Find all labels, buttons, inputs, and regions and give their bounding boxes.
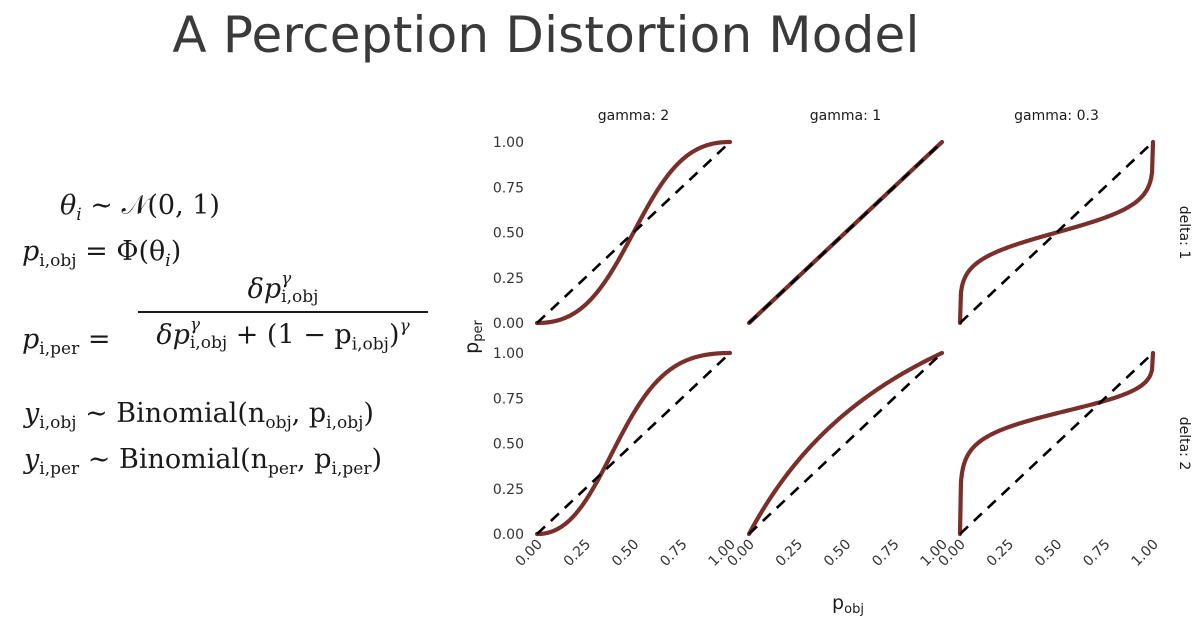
denominator-p-sub: i,obj bbox=[351, 334, 389, 355]
equation-y-obj: yi,obj ∼ Binomial(nobj, pi,obj) bbox=[24, 398, 374, 432]
denominator-delta-p: δp bbox=[156, 319, 190, 351]
numerator-sub: i,obj bbox=[281, 287, 319, 307]
numerator-gamma: γ bbox=[281, 269, 292, 289]
perceived-curve bbox=[534, 139, 733, 326]
fraction-bar bbox=[138, 311, 428, 313]
x-tick-label: 0.50 bbox=[609, 537, 642, 570]
facet-col-label: gamma: 1 bbox=[810, 108, 881, 124]
x-tick-label: 0.75 bbox=[657, 537, 690, 570]
y-tick-label: 1.00 bbox=[493, 135, 524, 151]
equation-y-per-mid: , p bbox=[297, 444, 332, 475]
equation-y-per-n-sub: per bbox=[268, 459, 298, 479]
equation-y-per-tail: ) bbox=[371, 444, 383, 475]
x-tick-label: 0.75 bbox=[1080, 537, 1113, 570]
equation-p-obj: pi,obj = Φ(θi) bbox=[22, 236, 182, 270]
identity-dashed-line bbox=[536, 352, 731, 535]
equation-y-per: yi,per ∼ Binomial(nper, pi,per) bbox=[24, 444, 383, 478]
equation-y-obj-tail: ) bbox=[363, 398, 374, 429]
y-tick-label: 0.75 bbox=[493, 391, 524, 407]
facet-row-label: delta: 1 bbox=[1176, 206, 1192, 260]
model-equations: θi ∼ 𝒩(0, 1) pi,obj = Φ(θi) pi,per = δp γ… bbox=[22, 190, 462, 490]
equation-p-obj-rhs: = Φ(θ bbox=[85, 236, 166, 267]
facet-col-label: gamma: 2 bbox=[598, 108, 669, 124]
equation-y-obj-mid: , p bbox=[291, 398, 327, 429]
fraction-denominator: δp γ i,obj + (1 − pi,obj)γ bbox=[138, 315, 428, 355]
x-tick-label: 0.75 bbox=[869, 537, 902, 570]
x-tick-label: 0.25 bbox=[984, 537, 1017, 570]
y-tick-label: 0.75 bbox=[493, 180, 524, 196]
x-tick-label: 0.25 bbox=[773, 537, 806, 570]
slide-title: A Perception Distortion Model bbox=[172, 6, 920, 64]
y-axis-title: pper bbox=[461, 320, 486, 354]
equation-y-obj-p-sub: i,obj bbox=[326, 413, 364, 433]
x-tick-label: 0.50 bbox=[821, 537, 854, 570]
identity-dashed-line bbox=[959, 141, 1154, 324]
facet-col-label: gamma: 0.3 bbox=[1014, 108, 1099, 124]
equation-theta-lhs: θ bbox=[60, 190, 77, 221]
denominator-sub: i,obj bbox=[189, 333, 228, 353]
identity-dashed-line bbox=[748, 141, 943, 324]
equation-p-obj-rhs-tail: ) bbox=[170, 236, 182, 267]
equation-y-obj-lhs-sub: i,obj bbox=[39, 413, 77, 433]
equation-p-per-equals: = bbox=[87, 324, 111, 355]
x-tick-label: 0.50 bbox=[1032, 537, 1065, 570]
x-axis-title-sub: obj bbox=[844, 602, 864, 617]
equation-y-obj-rhs: ∼ Binomial(n bbox=[85, 398, 266, 429]
identity-dashed-line bbox=[536, 141, 731, 324]
equation-y-obj-n-sub: obj bbox=[265, 413, 292, 433]
equation-p-per-lhs-symbol: p bbox=[22, 324, 40, 355]
y-tick-label: 0.00 bbox=[493, 527, 524, 543]
perceived-curve bbox=[534, 350, 733, 537]
y-axis-title-sub: per bbox=[471, 320, 486, 342]
denominator-one-minus-p: + (1 − p bbox=[235, 319, 352, 351]
x-tick-label: 0.25 bbox=[561, 537, 594, 570]
y-tick-label: 0.50 bbox=[493, 226, 524, 242]
perceived-curve bbox=[746, 350, 945, 537]
y-tick-label: 0.25 bbox=[493, 482, 524, 498]
equation-p-obj-lhs-sub: i,obj bbox=[39, 251, 77, 271]
equation-p-obj-rhs-sub: i bbox=[165, 251, 171, 271]
y-tick-label: 0.50 bbox=[493, 437, 524, 453]
denominator-close: ) bbox=[388, 319, 400, 351]
denominator-gamma: γ bbox=[189, 315, 201, 335]
denominator-gamma-exponent: γ bbox=[399, 316, 410, 337]
equation-theta-lhs-sub: i bbox=[76, 205, 82, 225]
facet-row-label: delta: 2 bbox=[1176, 417, 1192, 471]
equation-y-per-p-sub: i,per bbox=[331, 459, 372, 479]
x-tick-label: 1.00 bbox=[1128, 537, 1161, 570]
perceived-curve bbox=[957, 350, 1156, 537]
equation-y-per-lhs-sub: i,per bbox=[39, 459, 80, 479]
equation-p-per-lhs: pi,per = bbox=[22, 324, 111, 358]
equation-y-per-rhs: ∼ Binomial(n bbox=[87, 444, 269, 475]
x-axis-title: pobj bbox=[832, 592, 864, 617]
equation-theta-rhs: ∼ 𝒩(0, 1) bbox=[90, 190, 220, 221]
numerator-delta-p: δp bbox=[247, 273, 282, 305]
perceived-curve bbox=[957, 139, 1156, 326]
y-tick-label: 1.00 bbox=[493, 346, 524, 362]
fraction-numerator: δp γ i,obj bbox=[138, 269, 428, 308]
equation-p-per-lhs-sub: i,per bbox=[39, 339, 80, 359]
equation-y-per-lhs: y bbox=[24, 444, 40, 475]
y-tick-label: 0.25 bbox=[493, 271, 524, 287]
equation-p-obj-lhs: p bbox=[22, 236, 40, 267]
equation-y-obj-lhs: y bbox=[24, 398, 40, 429]
y-tick-label: 0.00 bbox=[493, 316, 524, 332]
equation-p-per-fraction: δp γ i,obj δp γ i,obj + (1 − pi,obj)γ bbox=[138, 269, 428, 355]
identity-dashed-line bbox=[748, 352, 943, 535]
equation-theta: θi ∼ 𝒩(0, 1) bbox=[60, 190, 220, 225]
identity-dashed-line bbox=[959, 352, 1154, 535]
